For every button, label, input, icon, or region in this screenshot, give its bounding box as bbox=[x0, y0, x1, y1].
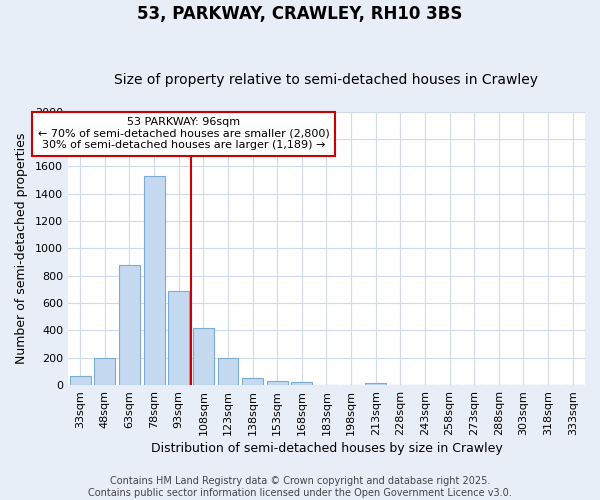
Bar bbox=[242, 378, 263, 385]
X-axis label: Distribution of semi-detached houses by size in Crawley: Distribution of semi-detached houses by … bbox=[151, 442, 502, 455]
Bar bbox=[267, 381, 287, 385]
Bar bbox=[94, 358, 115, 385]
Bar bbox=[70, 376, 91, 385]
Bar bbox=[119, 265, 140, 385]
Bar bbox=[218, 358, 238, 385]
Title: Size of property relative to semi-detached houses in Crawley: Size of property relative to semi-detach… bbox=[115, 73, 538, 87]
Text: 53, PARKWAY, CRAWLEY, RH10 3BS: 53, PARKWAY, CRAWLEY, RH10 3BS bbox=[137, 5, 463, 23]
Y-axis label: Number of semi-detached properties: Number of semi-detached properties bbox=[15, 132, 28, 364]
Text: Contains HM Land Registry data © Crown copyright and database right 2025.
Contai: Contains HM Land Registry data © Crown c… bbox=[88, 476, 512, 498]
Bar bbox=[365, 383, 386, 385]
Bar bbox=[168, 291, 189, 385]
Bar bbox=[193, 328, 214, 385]
Bar bbox=[292, 382, 313, 385]
Text: 53 PARKWAY: 96sqm
← 70% of semi-detached houses are smaller (2,800)
30% of semi-: 53 PARKWAY: 96sqm ← 70% of semi-detached… bbox=[38, 117, 329, 150]
Bar bbox=[143, 176, 164, 385]
